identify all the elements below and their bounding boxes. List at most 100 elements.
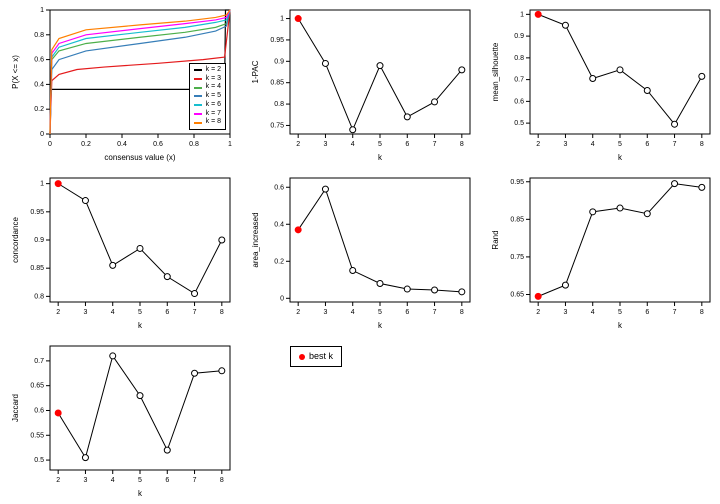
cdf-legend-item: k = 5	[194, 92, 221, 101]
svg-text:0.9: 0.9	[34, 237, 44, 244]
svg-text:0.2: 0.2	[34, 106, 44, 113]
svg-text:k: k	[618, 321, 623, 330]
svg-text:1-PAC: 1-PAC	[251, 60, 260, 83]
svg-text:7: 7	[673, 141, 677, 148]
svg-text:6: 6	[405, 309, 409, 316]
svg-text:0.95: 0.95	[270, 37, 284, 44]
svg-text:8: 8	[220, 477, 224, 484]
svg-text:5: 5	[378, 309, 382, 316]
svg-text:7: 7	[673, 309, 677, 316]
svg-text:8: 8	[700, 309, 704, 316]
metric-plot-mean_sil: 2345678k0.50.60.70.80.91mean_silhouette	[480, 0, 720, 168]
svg-text:6: 6	[165, 309, 169, 316]
svg-text:0.9: 0.9	[274, 58, 284, 65]
svg-text:4: 4	[591, 141, 595, 148]
cdf-legend-item: k = 6	[194, 101, 221, 110]
cdf-legend-label: k = 4	[206, 83, 221, 92]
metric-panel-concordance: 2345678k0.80.850.90.951concordance	[0, 168, 240, 336]
metric-panel-jaccard: 2345678k0.50.550.60.650.7Jaccard	[0, 336, 240, 504]
svg-text:0.75: 0.75	[510, 254, 524, 261]
svg-text:0.4: 0.4	[274, 221, 284, 228]
cdf-legend-item: k = 4	[194, 83, 221, 92]
svg-text:5: 5	[618, 141, 622, 148]
svg-text:0.8: 0.8	[514, 55, 524, 62]
chart-grid: 0 0.2 0.4 0.6 0.8 1 consensus value (x) 0 0.2 0.4…	[0, 0, 720, 504]
svg-text:1: 1	[40, 181, 44, 188]
svg-text:mean_silhouette: mean_silhouette	[491, 42, 500, 101]
svg-text:0.4: 0.4	[117, 141, 127, 148]
svg-text:6: 6	[165, 477, 169, 484]
metric-plot-k1pac: 2345678k0.750.80.850.90.9511-PAC	[240, 0, 480, 168]
cdf-legend-item: k = 2	[194, 66, 221, 75]
svg-text:area_increased: area_increased	[251, 212, 260, 267]
cdf-legend-label: k = 6	[206, 101, 221, 110]
svg-text:0.65: 0.65	[30, 383, 44, 390]
empty-cell	[480, 336, 720, 504]
svg-text:7: 7	[193, 477, 197, 484]
cdf-legend: k = 2k = 3k = 4k = 5k = 6k = 7k = 8	[189, 63, 226, 130]
cdf-legend-label: k = 5	[206, 92, 221, 101]
svg-text:4: 4	[351, 141, 355, 148]
metric-panel-area-increased: 2345678k00.20.40.6area_increased	[240, 168, 480, 336]
metric-plot-area_inc: 2345678k00.20.40.6area_increased	[240, 168, 480, 336]
svg-text:k: k	[378, 321, 383, 330]
svg-text:0: 0	[40, 131, 44, 138]
svg-text:0.5: 0.5	[514, 120, 524, 127]
svg-text:4: 4	[591, 309, 595, 316]
svg-text:0.9: 0.9	[514, 33, 524, 40]
svg-text:4: 4	[111, 309, 115, 316]
legend-cell: best k	[240, 336, 480, 504]
svg-text:0.8: 0.8	[274, 101, 284, 108]
svg-text:consensus value (x): consensus value (x)	[104, 153, 175, 162]
svg-text:0.85: 0.85	[510, 216, 524, 223]
svg-text:4: 4	[111, 477, 115, 484]
svg-text:Jaccard: Jaccard	[11, 394, 20, 422]
svg-text:2: 2	[296, 141, 300, 148]
svg-text:0.7: 0.7	[514, 77, 524, 84]
svg-text:0.7: 0.7	[34, 358, 44, 365]
svg-text:3: 3	[324, 141, 328, 148]
svg-text:5: 5	[618, 309, 622, 316]
svg-text:0: 0	[280, 295, 284, 302]
svg-text:4: 4	[351, 309, 355, 316]
svg-text:1: 1	[228, 141, 232, 148]
svg-text:0.6: 0.6	[274, 184, 284, 191]
svg-text:0.5: 0.5	[34, 457, 44, 464]
svg-text:5: 5	[138, 309, 142, 316]
metric-plot-jaccard: 2345678k0.50.550.60.650.7Jaccard	[0, 336, 240, 504]
svg-text:0.2: 0.2	[274, 258, 284, 265]
best-k-marker-icon	[299, 354, 305, 360]
metric-plot-concordance: 2345678k0.80.850.90.951concordance	[0, 168, 240, 336]
svg-text:3: 3	[84, 477, 88, 484]
svg-text:Rand: Rand	[491, 230, 500, 249]
svg-text:3: 3	[84, 309, 88, 316]
svg-text:0: 0	[48, 141, 52, 148]
svg-text:0.65: 0.65	[510, 291, 524, 298]
svg-text:0.6: 0.6	[34, 57, 44, 64]
svg-text:5: 5	[138, 477, 142, 484]
svg-text:3: 3	[564, 309, 568, 316]
svg-text:2: 2	[536, 309, 540, 316]
svg-text:k: k	[378, 153, 383, 162]
svg-text:8: 8	[460, 141, 464, 148]
svg-text:k: k	[138, 321, 143, 330]
svg-text:0.2: 0.2	[81, 141, 91, 148]
svg-text:concordance: concordance	[11, 217, 20, 263]
cdf-legend-item: k = 7	[194, 110, 221, 119]
svg-text:0.4: 0.4	[34, 81, 44, 88]
svg-text:2: 2	[296, 309, 300, 316]
svg-text:2: 2	[56, 309, 60, 316]
svg-text:8: 8	[460, 309, 464, 316]
cdf-legend-label: k = 7	[206, 110, 221, 119]
svg-text:0.55: 0.55	[30, 432, 44, 439]
metric-panel-mean-silhouette: 2345678k0.50.60.70.80.91mean_silhouette	[480, 0, 720, 168]
svg-text:7: 7	[193, 309, 197, 316]
svg-text:0.6: 0.6	[34, 407, 44, 414]
cdf-legend-item: k = 8	[194, 118, 221, 127]
svg-text:2: 2	[56, 477, 60, 484]
svg-text:k: k	[618, 153, 623, 162]
svg-text:0.6: 0.6	[153, 141, 163, 148]
svg-text:3: 3	[564, 141, 568, 148]
best-k-legend-label: best k	[309, 351, 333, 362]
best-k-legend: best k	[290, 346, 342, 367]
